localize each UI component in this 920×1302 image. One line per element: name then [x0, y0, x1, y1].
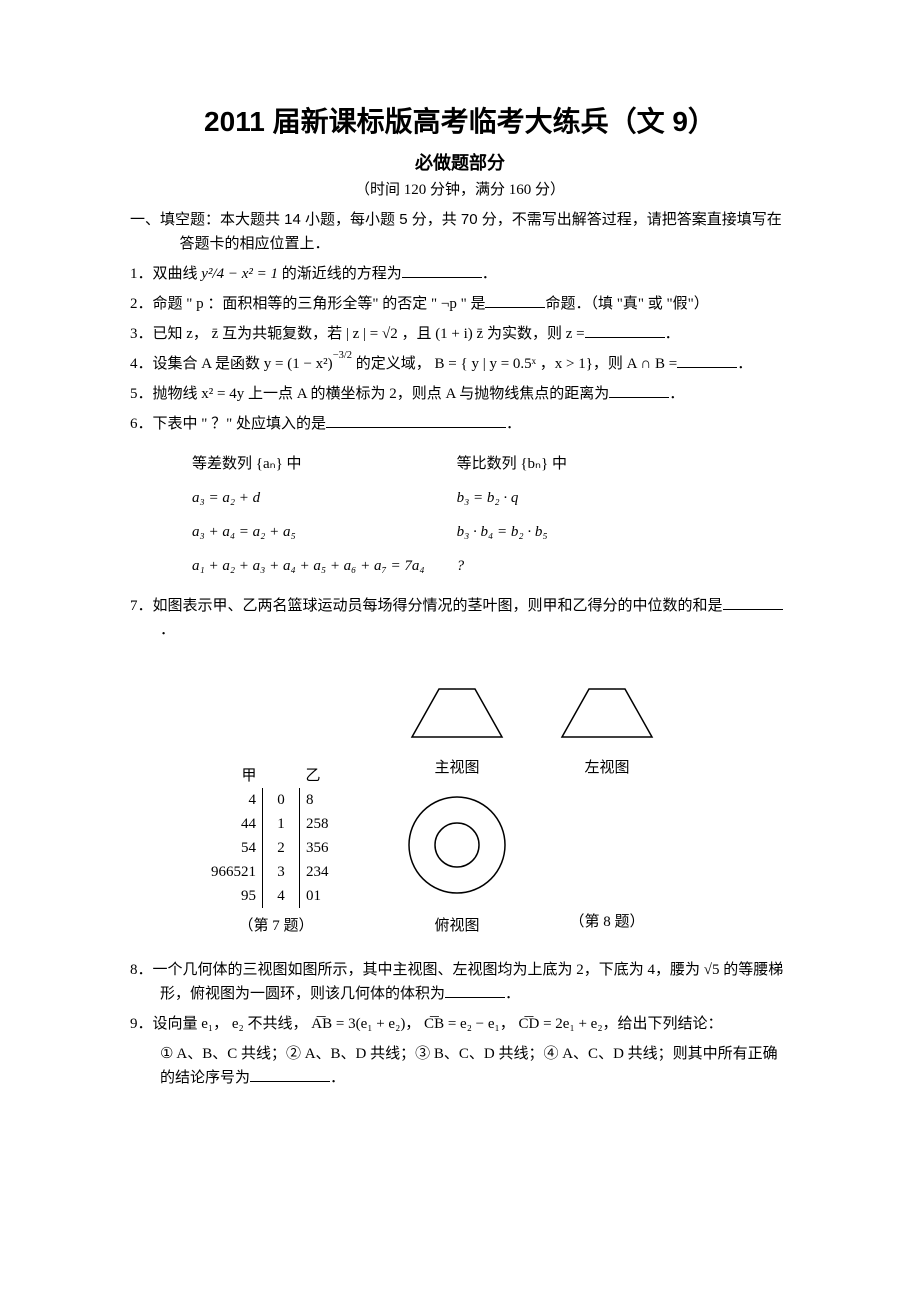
q9-a: 设向量 e₁， e₂ 不共线， A͞B = 3(e₁ + e₂)， C͞B = …	[153, 1016, 723, 1032]
q6-tail: ．	[506, 416, 521, 432]
sl-stem: 4	[263, 884, 300, 908]
seq-cell: ?	[457, 550, 597, 582]
sl-r: 8	[300, 788, 363, 812]
left-view-label: 左视图	[552, 756, 662, 780]
sl-stem: 1	[263, 812, 300, 836]
seq-cell: a₃ + a₄ = a₂ + a₅	[192, 516, 455, 548]
sl-l: 95	[190, 884, 263, 908]
q3-a: 已知 z， z̄ 互为共轭复数，若 | z | = √2 ，且 (1 + i) …	[153, 326, 585, 342]
seq-cell: a₁ + a₂ + a₃ + a₄ + a₅ + a₆ + a₇ = 7a₄	[192, 550, 455, 582]
blank	[402, 262, 482, 278]
q9-num: 9．	[130, 1016, 153, 1032]
seq-cell: a₃ = a₂ + d	[192, 482, 455, 514]
sl-r: 234	[300, 860, 363, 884]
q5-a: 抛物线 x² = 4y 上一点 A 的横坐标为 2，则点 A 与抛物线焦点的距离…	[153, 386, 610, 402]
question-9: 9．设向量 e₁， e₂ 不共线， A͞B = 3(e₁ + e₂)， C͞B …	[130, 1012, 790, 1036]
question-3: 3．已知 z， z̄ 互为共轭复数，若 | z | = √2 ，且 (1 + i…	[130, 322, 790, 346]
blank	[250, 1066, 330, 1082]
q4-b: 的定义域， B = { y | y = 0.5ˣ ，x > 1}，则 A ∩ B…	[352, 356, 677, 372]
sl-r: 01	[300, 884, 363, 908]
caption-7: （第 7 题）	[190, 914, 362, 938]
q2-b: 命题．（填 "真" 或 "假"）	[545, 296, 708, 312]
q7-num: 7．	[130, 598, 153, 614]
sl-l: 966521	[190, 860, 263, 884]
left-view-trapezoid	[552, 682, 662, 742]
sl-l: 44	[190, 812, 263, 836]
sl-stem: 0	[263, 788, 300, 812]
q6-a: 下表中 " ？" 处应填入的是	[153, 416, 327, 432]
sl-label-left: 甲	[190, 764, 263, 788]
sequence-table: 等差数列 {aₙ} 中等比数列 {bₙ} 中 a₃ = a₂ + db₃ = b…	[190, 446, 599, 584]
sl-r: 258	[300, 812, 363, 836]
q1-num: 1．	[130, 266, 153, 282]
q1-tail: ．	[482, 266, 497, 282]
sl-stem: 3	[263, 860, 300, 884]
q3-tail: ．	[665, 326, 680, 342]
blank	[445, 982, 505, 998]
q7-tail: ．	[160, 622, 175, 638]
question-9-cont: ① A、B、C 共线；② A、B、D 共线；③ B、C、D 共线；④ A、C、D…	[130, 1042, 790, 1090]
q7-body: 如图表示甲、乙两名篮球运动员每场得分情况的茎叶图，则甲和乙得分的中位数的和是	[153, 598, 723, 614]
q4-tail: ．	[737, 356, 752, 372]
stem-leaf-plot: 甲乙 408 441258 542356 9665213234 95401 （第…	[190, 764, 362, 938]
seq-hdr-b: 等比数列 {bₙ} 中	[457, 448, 597, 480]
q9-tail: ．	[330, 1070, 345, 1086]
sl-r: 356	[300, 836, 363, 860]
question-2: 2．命题 " p ：面积相等的三角形全等" 的否定 " ¬p " 是 命题．（填 …	[130, 292, 790, 316]
q2-num: 2．	[130, 296, 153, 312]
question-8: 8．一个几何体的三视图如图所示，其中主视图、左视图均为上底为 2，下底为 4，腰…	[130, 958, 790, 1006]
q8-tail: ．	[505, 986, 520, 1002]
question-7: 7．如图表示甲、乙两名篮球运动员每场得分情况的茎叶图，则甲和乙得分的中位数的和是…	[130, 594, 790, 642]
blank	[609, 382, 669, 398]
seq-cell: b₃ = b₂ · q	[457, 482, 597, 514]
sl-l: 54	[190, 836, 263, 860]
three-views: 主视图 左视图 俯视图 （第 8 题）	[402, 682, 662, 938]
blank	[485, 292, 545, 308]
seq-cell: b₃ · b₄ = b₂ · b₅	[457, 516, 597, 548]
sl-l: 4	[190, 788, 263, 812]
q8-num: 8．	[130, 962, 153, 978]
question-1: 1．双曲线 y²/4 − x² = 1 的渐近线的方程为．	[130, 262, 790, 286]
subtitle: 必做题部分	[130, 149, 790, 178]
question-6: 6．下表中 " ？" 处应填入的是 ．	[130, 412, 790, 436]
q2-a: 命题 " p ：面积相等的三角形全等" 的否定 " ¬p " 是	[153, 296, 486, 312]
blank	[326, 412, 506, 428]
title: 2011 届新课标版高考临考大练兵（文 9）	[130, 100, 790, 145]
q1-a: 双曲线	[153, 266, 202, 282]
main-view-trapezoid	[402, 682, 512, 742]
blank	[723, 594, 783, 610]
q3-num: 3．	[130, 326, 153, 342]
blank	[677, 352, 737, 368]
question-5: 5．抛物线 x² = 4y 上一点 A 的横坐标为 2，则点 A 与抛物线焦点的…	[130, 382, 790, 406]
q4-a: 设集合 A 是函数 y = (1 − x²)	[153, 356, 333, 372]
blank	[585, 322, 665, 338]
instructions: 一、填空题：本大题共 14 小题，每小题 5 分，共 70 分，不需写出解答过程…	[130, 208, 790, 256]
q6-num: 6．	[130, 416, 153, 432]
sl-stem: 2	[263, 836, 300, 860]
q5-num: 5．	[130, 386, 153, 402]
seq-hdr-a: 等差数列 {aₙ} 中	[192, 448, 455, 480]
main-view-label: 主视图	[402, 756, 512, 780]
caption-8: （第 8 题）	[569, 910, 644, 934]
q1-b: 的渐近线的方程为	[278, 266, 402, 282]
q4-num: 4．	[130, 356, 153, 372]
diagram-row: 甲乙 408 441258 542356 9665213234 95401 （第…	[190, 682, 790, 938]
sl-label-right: 乙	[300, 764, 363, 788]
top-view-label: 俯视图	[402, 914, 512, 938]
timing: （时间 120 分钟，满分 160 分）	[130, 178, 790, 202]
question-4: 4．设集合 A 是函数 y = (1 − x²)−3/2 的定义域， B = {…	[130, 352, 790, 376]
top-view-ring	[402, 790, 512, 900]
q5-tail: ．	[669, 386, 684, 402]
